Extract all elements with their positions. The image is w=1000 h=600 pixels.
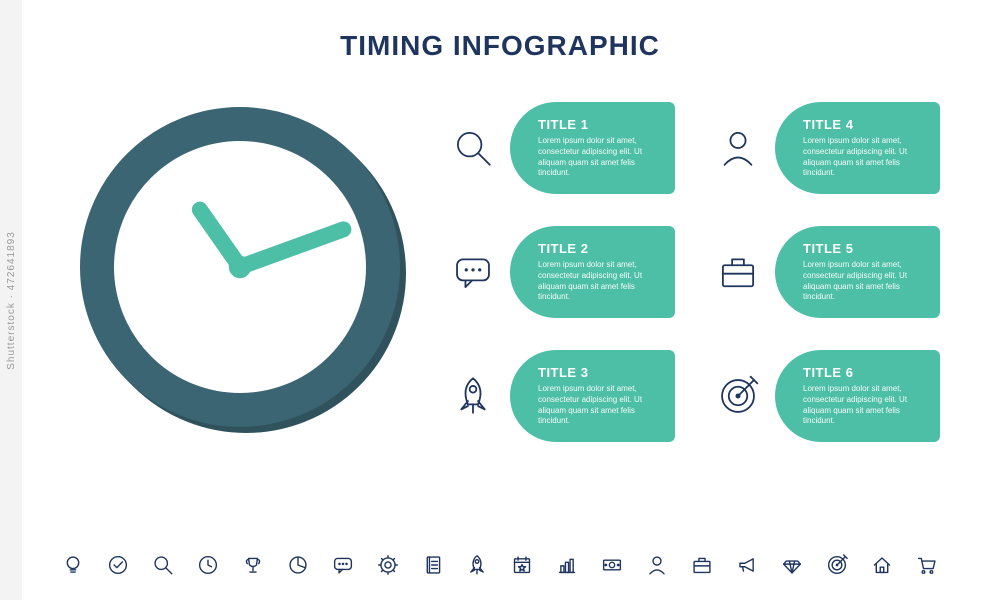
watermark-text: Shutterstock · 472641893 bbox=[6, 231, 17, 370]
clock-icon bbox=[195, 552, 221, 578]
person-icon bbox=[644, 552, 670, 578]
bar-chart-icon bbox=[554, 552, 580, 578]
briefcase-icon bbox=[715, 249, 761, 295]
rocket-icon bbox=[464, 552, 490, 578]
card-body: Lorem ipsum dolor sit amet, consectetur … bbox=[803, 136, 924, 179]
lightbulb-icon bbox=[60, 552, 86, 578]
card-pill: TITLE 4 Lorem ipsum dolor sit amet, conse… bbox=[775, 102, 940, 194]
rocket-icon bbox=[450, 373, 496, 419]
page-title: TIMING INFOGRAPHIC bbox=[0, 0, 1000, 62]
trophy-icon bbox=[240, 552, 266, 578]
info-card: TITLE 4 Lorem ipsum dolor sit amet, conse… bbox=[715, 102, 940, 194]
card-title: TITLE 1 bbox=[538, 117, 659, 132]
card-body: Lorem ipsum dolor sit amet, consectetur … bbox=[803, 384, 924, 427]
card-title: TITLE 2 bbox=[538, 241, 659, 256]
briefcase-icon bbox=[689, 552, 715, 578]
info-card: TITLE 1 Lorem ipsum dolor sit amet, conse… bbox=[450, 102, 675, 194]
search-icon bbox=[150, 552, 176, 578]
cards-grid: TITLE 1 Lorem ipsum dolor sit amet, conse… bbox=[450, 92, 940, 442]
card-pill: TITLE 5 Lorem ipsum dolor sit amet, conse… bbox=[775, 226, 940, 318]
info-card: TITLE 3 Lorem ipsum dolor sit amet, conse… bbox=[450, 350, 675, 442]
card-body: Lorem ipsum dolor sit amet, consectetur … bbox=[538, 260, 659, 303]
card-pill: TITLE 3 Lorem ipsum dolor sit amet, conse… bbox=[510, 350, 675, 442]
diamond-icon bbox=[779, 552, 805, 578]
person-icon bbox=[715, 125, 761, 171]
checkmark-circle-icon bbox=[105, 552, 131, 578]
calendar-star-icon bbox=[509, 552, 535, 578]
card-title: TITLE 4 bbox=[803, 117, 924, 132]
card-pill: TITLE 2 Lorem ipsum dolor sit amet, conse… bbox=[510, 226, 675, 318]
card-body: Lorem ipsum dolor sit amet, consectetur … bbox=[538, 384, 659, 427]
chat-icon bbox=[330, 552, 356, 578]
info-card: TITLE 6 Lorem ipsum dolor sit amet, conse… bbox=[715, 350, 940, 442]
card-pill: TITLE 1 Lorem ipsum dolor sit amet, conse… bbox=[510, 102, 675, 194]
info-card: TITLE 5 Lorem ipsum dolor sit amet, conse… bbox=[715, 226, 940, 318]
house-icon bbox=[869, 552, 895, 578]
chat-icon bbox=[450, 249, 496, 295]
pie-icon bbox=[285, 552, 311, 578]
notebook-icon bbox=[420, 552, 446, 578]
icon-row bbox=[60, 552, 940, 578]
cart-icon bbox=[914, 552, 940, 578]
info-card: TITLE 2 Lorem ipsum dolor sit amet, conse… bbox=[450, 226, 675, 318]
card-body: Lorem ipsum dolor sit amet, consectetur … bbox=[538, 136, 659, 179]
card-title: TITLE 5 bbox=[803, 241, 924, 256]
card-title: TITLE 6 bbox=[803, 365, 924, 380]
money-icon bbox=[599, 552, 625, 578]
megaphone-icon bbox=[734, 552, 760, 578]
clock-graphic bbox=[60, 92, 420, 442]
card-body: Lorem ipsum dolor sit amet, consectetur … bbox=[803, 260, 924, 303]
target-icon bbox=[824, 552, 850, 578]
main-panel: TITLE 1 Lorem ipsum dolor sit amet, conse… bbox=[0, 62, 1000, 442]
target-icon bbox=[715, 373, 761, 419]
card-pill: TITLE 6 Lorem ipsum dolor sit amet, conse… bbox=[775, 350, 940, 442]
card-title: TITLE 3 bbox=[538, 365, 659, 380]
watermark-bar: Shutterstock · 472641893 bbox=[0, 0, 22, 600]
gear-icon bbox=[375, 552, 401, 578]
search-icon bbox=[450, 125, 496, 171]
